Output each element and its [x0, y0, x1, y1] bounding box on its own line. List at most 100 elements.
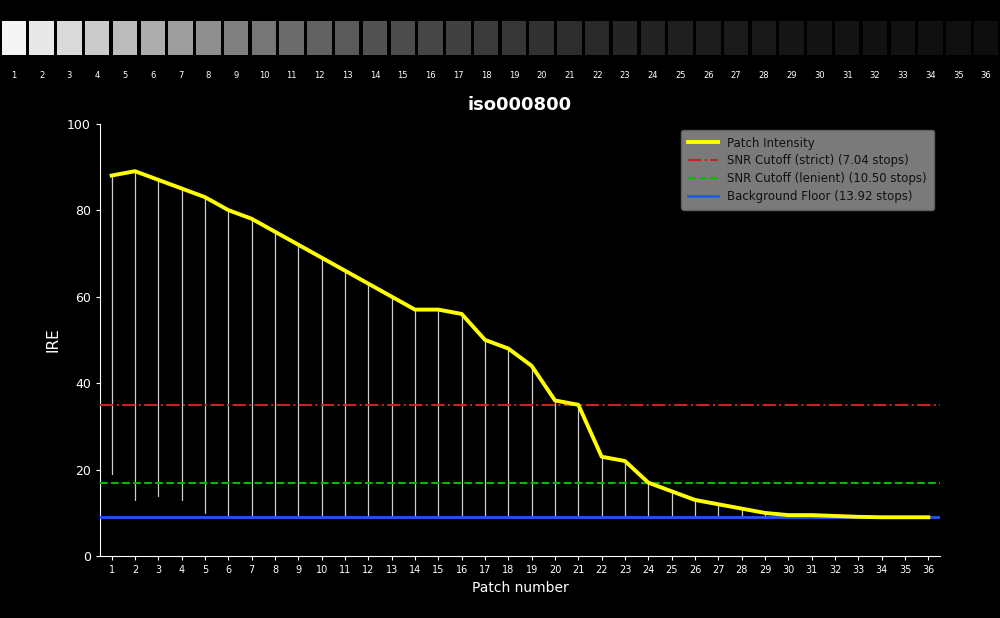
Patch Intensity: [456, 310, 468, 318]
Bar: [168, 21, 193, 54]
Bar: [252, 21, 276, 54]
Text: 1: 1: [11, 71, 17, 80]
Patch Intensity: [806, 512, 818, 519]
Patch Intensity: [549, 397, 561, 404]
Bar: [529, 21, 554, 54]
Text: 23: 23: [620, 71, 630, 80]
Bar: [335, 21, 359, 54]
Patch Intensity: [899, 514, 911, 521]
Patch Intensity: [362, 280, 374, 287]
Bar: [891, 21, 915, 54]
Bar: [224, 21, 248, 54]
Bar: [141, 21, 165, 54]
Text: 36: 36: [981, 71, 991, 80]
Bar: [863, 21, 887, 54]
Bar: [279, 21, 304, 54]
Patch Intensity: [176, 185, 188, 192]
Patch Intensity: [736, 505, 748, 512]
Bar: [29, 21, 54, 54]
Patch Intensity: [526, 362, 538, 370]
Patch Intensity: [852, 513, 864, 520]
SNR Cutoff (strict) (7.04 stops): [82, 401, 94, 408]
Bar: [2, 21, 26, 54]
Patch Intensity: [502, 345, 514, 352]
Bar: [502, 21, 526, 54]
Patch Intensity: [222, 206, 234, 214]
Bar: [752, 21, 776, 54]
Text: 24: 24: [648, 71, 658, 80]
Patch Intensity: [689, 496, 701, 504]
Text: 17: 17: [453, 71, 464, 80]
Text: 6: 6: [150, 71, 155, 80]
Text: 22: 22: [592, 71, 602, 80]
Bar: [196, 21, 221, 54]
SNR Cutoff (strict) (7.04 stops): [106, 401, 118, 408]
Bar: [585, 21, 609, 54]
Text: 34: 34: [925, 71, 936, 80]
Text: 13: 13: [342, 71, 353, 80]
Bar: [779, 21, 804, 54]
Title: iso000800: iso000800: [468, 96, 572, 114]
Bar: [807, 21, 832, 54]
Bar: [85, 21, 109, 54]
Text: 8: 8: [206, 71, 211, 80]
Text: 29: 29: [786, 71, 797, 80]
Text: 10: 10: [259, 71, 269, 80]
Text: 32: 32: [870, 71, 880, 80]
Patch Intensity: [246, 215, 258, 222]
Bar: [418, 21, 443, 54]
Patch Intensity: [572, 401, 584, 408]
Patch Intensity: [129, 167, 141, 175]
Bar: [113, 21, 137, 54]
Text: 11: 11: [286, 71, 297, 80]
Bar: [974, 21, 998, 54]
Text: 31: 31: [842, 71, 853, 80]
Text: 35: 35: [953, 71, 964, 80]
Patch Intensity: [339, 267, 351, 274]
Patch Intensity: [666, 488, 678, 495]
Background Floor (13.92 stops): [106, 514, 118, 521]
Bar: [307, 21, 332, 54]
Bar: [363, 21, 387, 54]
Patch Intensity: [922, 514, 934, 521]
Text: 12: 12: [314, 71, 325, 80]
Patch Intensity: [106, 172, 118, 179]
Text: 33: 33: [897, 71, 908, 80]
Patch Intensity: [316, 254, 328, 261]
Text: 2: 2: [39, 71, 44, 80]
Bar: [557, 21, 582, 54]
Bar: [613, 21, 637, 54]
Text: 4: 4: [95, 71, 100, 80]
Bar: [641, 21, 665, 54]
Text: 20: 20: [536, 71, 547, 80]
Legend: Patch Intensity, SNR Cutoff (strict) (7.04 stops), SNR Cutoff (lenient) (10.50 s: Patch Intensity, SNR Cutoff (strict) (7.…: [681, 130, 934, 210]
Bar: [724, 21, 748, 54]
Patch Intensity: [596, 453, 608, 460]
Text: 27: 27: [731, 71, 741, 80]
Patch Intensity: [292, 241, 304, 248]
Patch Intensity: [642, 479, 654, 486]
Patch Intensity: [876, 514, 888, 521]
Text: 7: 7: [178, 71, 183, 80]
Patch Intensity: [712, 501, 724, 508]
Bar: [835, 21, 859, 54]
Text: 26: 26: [703, 71, 714, 80]
Bar: [668, 21, 693, 54]
Patch Intensity: [619, 457, 631, 465]
Patch Intensity: [829, 512, 841, 520]
Text: 3: 3: [67, 71, 72, 80]
Text: 16: 16: [425, 71, 436, 80]
Patch Intensity: [386, 293, 398, 300]
Text: 5: 5: [122, 71, 128, 80]
Patch Intensity: [782, 512, 794, 519]
Patch Intensity: [432, 306, 444, 313]
Text: 28: 28: [759, 71, 769, 80]
Line: Patch Intensity: Patch Intensity: [112, 171, 928, 517]
Bar: [474, 21, 498, 54]
Patch Intensity: [759, 509, 771, 517]
Text: 30: 30: [814, 71, 825, 80]
Bar: [391, 21, 415, 54]
Patch Intensity: [199, 193, 211, 201]
Text: 21: 21: [564, 71, 575, 80]
Text: 18: 18: [481, 71, 491, 80]
